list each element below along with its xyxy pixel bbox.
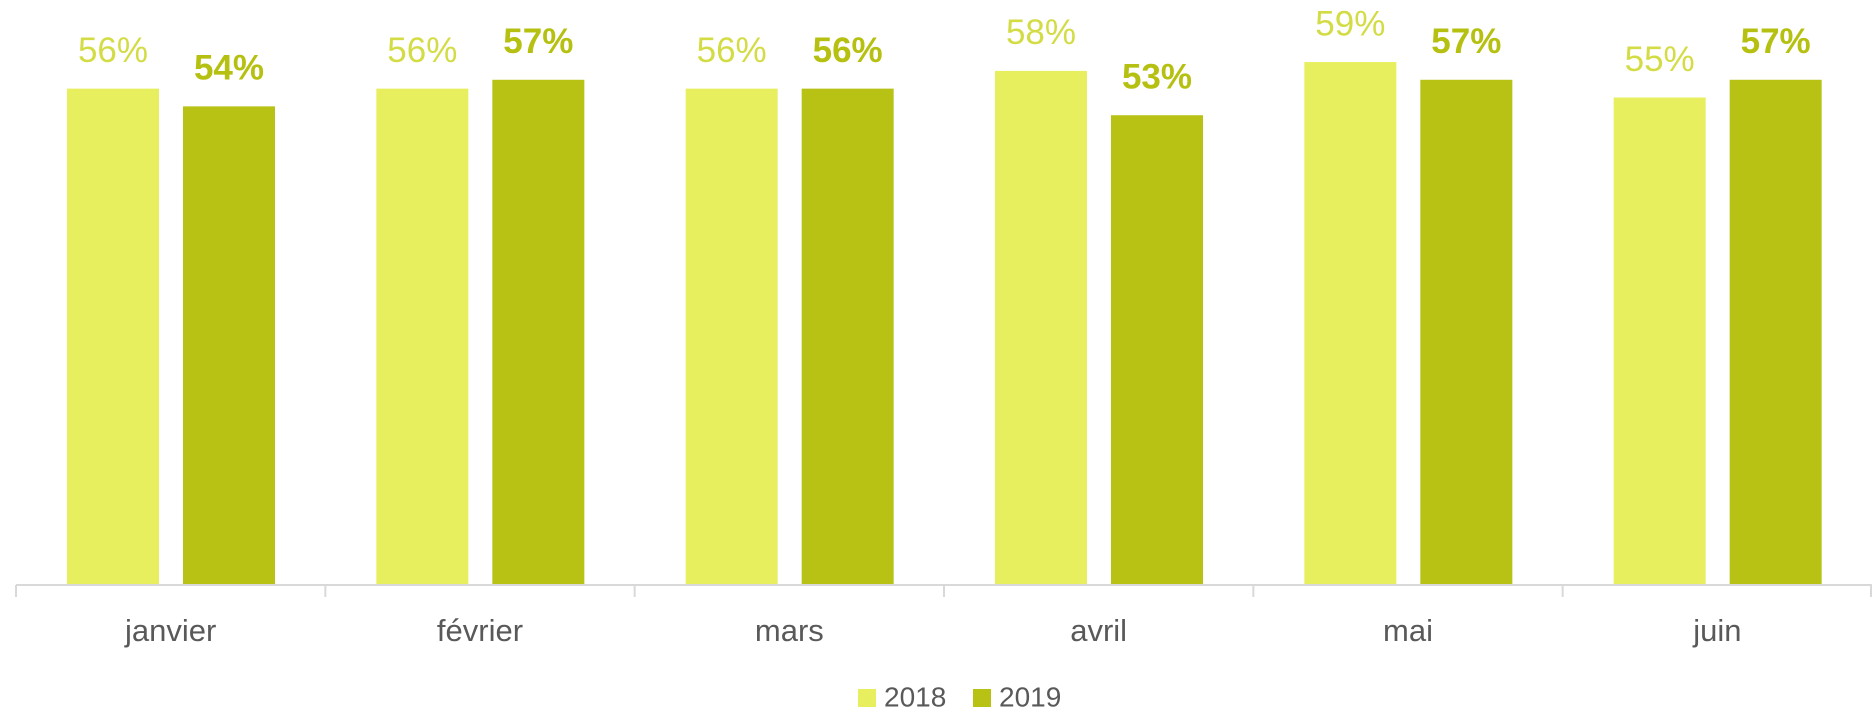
- bar: [492, 79, 585, 585]
- bar: [1420, 79, 1513, 585]
- data-label: 56%: [387, 31, 457, 70]
- x-tick-label: février: [437, 613, 523, 648]
- data-label: 55%: [1625, 40, 1695, 79]
- data-label: 57%: [1741, 22, 1811, 61]
- legend-swatch: [858, 689, 876, 707]
- x-tick-label: avril: [1070, 613, 1127, 648]
- x-tick-label: juin: [1692, 613, 1741, 648]
- x-tick-label: janvier: [124, 613, 216, 648]
- legend-label: 2018: [884, 681, 946, 712]
- bar: [1729, 79, 1822, 585]
- data-label: 58%: [1006, 13, 1076, 52]
- legend-label: 2019: [999, 681, 1061, 712]
- bar: [995, 70, 1087, 586]
- data-label: 57%: [1431, 22, 1501, 61]
- bar: [1613, 97, 1706, 585]
- x-tick-label: mai: [1383, 613, 1433, 648]
- data-label: 56%: [78, 31, 148, 70]
- data-label: 57%: [503, 22, 573, 61]
- bar: [67, 88, 159, 586]
- data-label: 56%: [697, 31, 767, 70]
- data-label: 54%: [194, 49, 264, 88]
- x-tick-label: mars: [755, 613, 824, 648]
- bar: [1304, 62, 1397, 585]
- bar: [183, 106, 275, 585]
- data-label: 59%: [1315, 4, 1385, 43]
- bar: [376, 88, 469, 586]
- data-label: 56%: [813, 31, 883, 70]
- bar: [1111, 115, 1203, 586]
- bar: [801, 88, 894, 586]
- legend-swatch: [973, 689, 991, 707]
- bar: [685, 88, 778, 586]
- data-label: 53%: [1122, 57, 1192, 96]
